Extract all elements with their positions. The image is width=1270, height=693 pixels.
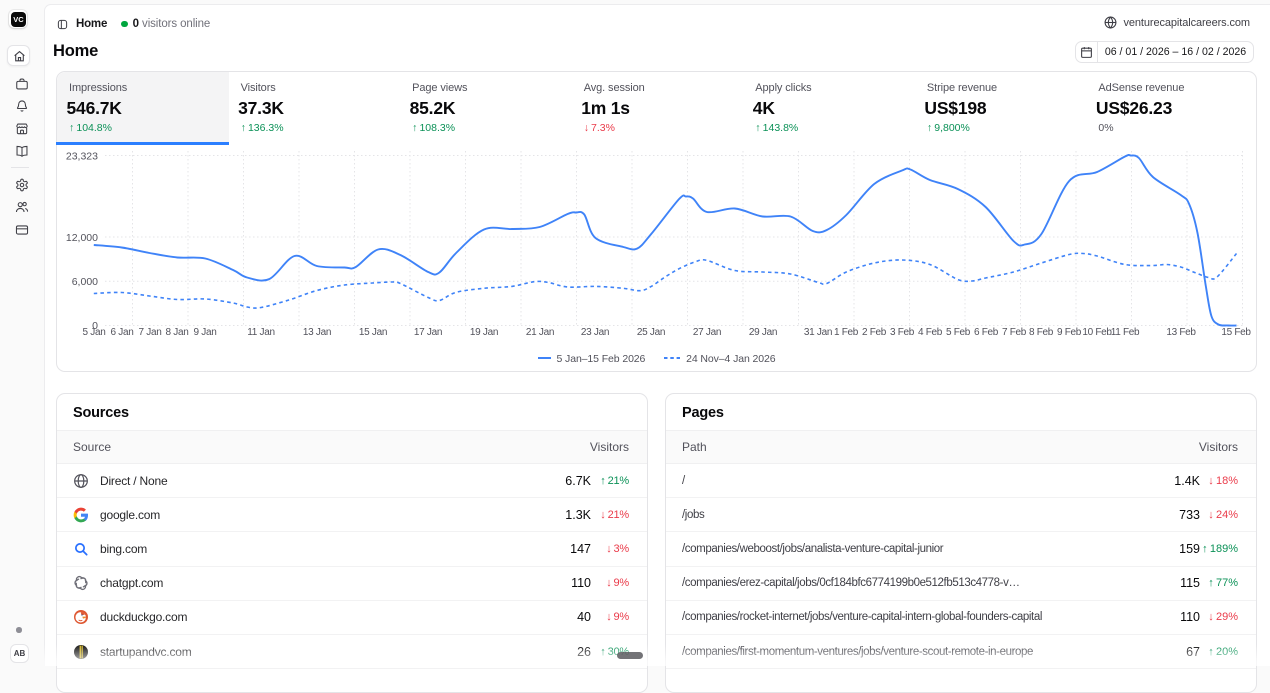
svg-text:10 Feb: 10 Feb — [1082, 327, 1112, 338]
svg-text:27 Jan: 27 Jan — [693, 327, 721, 338]
svg-text:11 Jan: 11 Jan — [247, 327, 274, 338]
svg-text:5 Jan: 5 Jan — [83, 327, 106, 338]
svg-text:2 Feb: 2 Feb — [862, 327, 887, 338]
svg-text:23,323: 23,323 — [66, 151, 98, 163]
svg-text:17 Jan: 17 Jan — [414, 327, 442, 338]
svg-text:8 Feb: 8 Feb — [1029, 327, 1054, 338]
svg-text:15 Jan: 15 Jan — [359, 327, 387, 338]
svg-text:6,000: 6,000 — [72, 276, 98, 288]
svg-text:13 Feb: 13 Feb — [1166, 327, 1196, 338]
svg-text:7 Feb: 7 Feb — [1002, 327, 1027, 338]
svg-text:3 Feb: 3 Feb — [890, 327, 915, 338]
svg-text:8 Jan: 8 Jan — [166, 327, 189, 338]
svg-text:23 Jan: 23 Jan — [581, 327, 609, 338]
svg-text:9 Feb: 9 Feb — [1057, 327, 1082, 338]
svg-text:4 Feb: 4 Feb — [918, 327, 943, 338]
svg-text:15 Feb: 15 Feb — [1221, 327, 1251, 338]
svg-text:11 Feb: 11 Feb — [1111, 327, 1140, 338]
svg-text:12,000: 12,000 — [66, 232, 98, 244]
svg-text:9 Jan: 9 Jan — [194, 327, 217, 338]
svg-text:29 Jan: 29 Jan — [749, 327, 777, 338]
svg-text:5 Feb: 5 Feb — [946, 327, 971, 338]
svg-text:1 Feb: 1 Feb — [834, 327, 859, 338]
svg-text:13 Jan: 13 Jan — [303, 327, 331, 338]
svg-text:6 Feb: 6 Feb — [974, 327, 999, 338]
svg-text:7 Jan: 7 Jan — [139, 327, 162, 338]
svg-text:25 Jan: 25 Jan — [637, 327, 665, 338]
svg-text:6 Jan: 6 Jan — [111, 327, 134, 338]
svg-text:31 Jan: 31 Jan — [804, 327, 832, 338]
svg-text:21 Jan: 21 Jan — [526, 327, 554, 338]
svg-text:19 Jan: 19 Jan — [470, 327, 498, 338]
svg-text:0: 0 — [92, 320, 98, 332]
